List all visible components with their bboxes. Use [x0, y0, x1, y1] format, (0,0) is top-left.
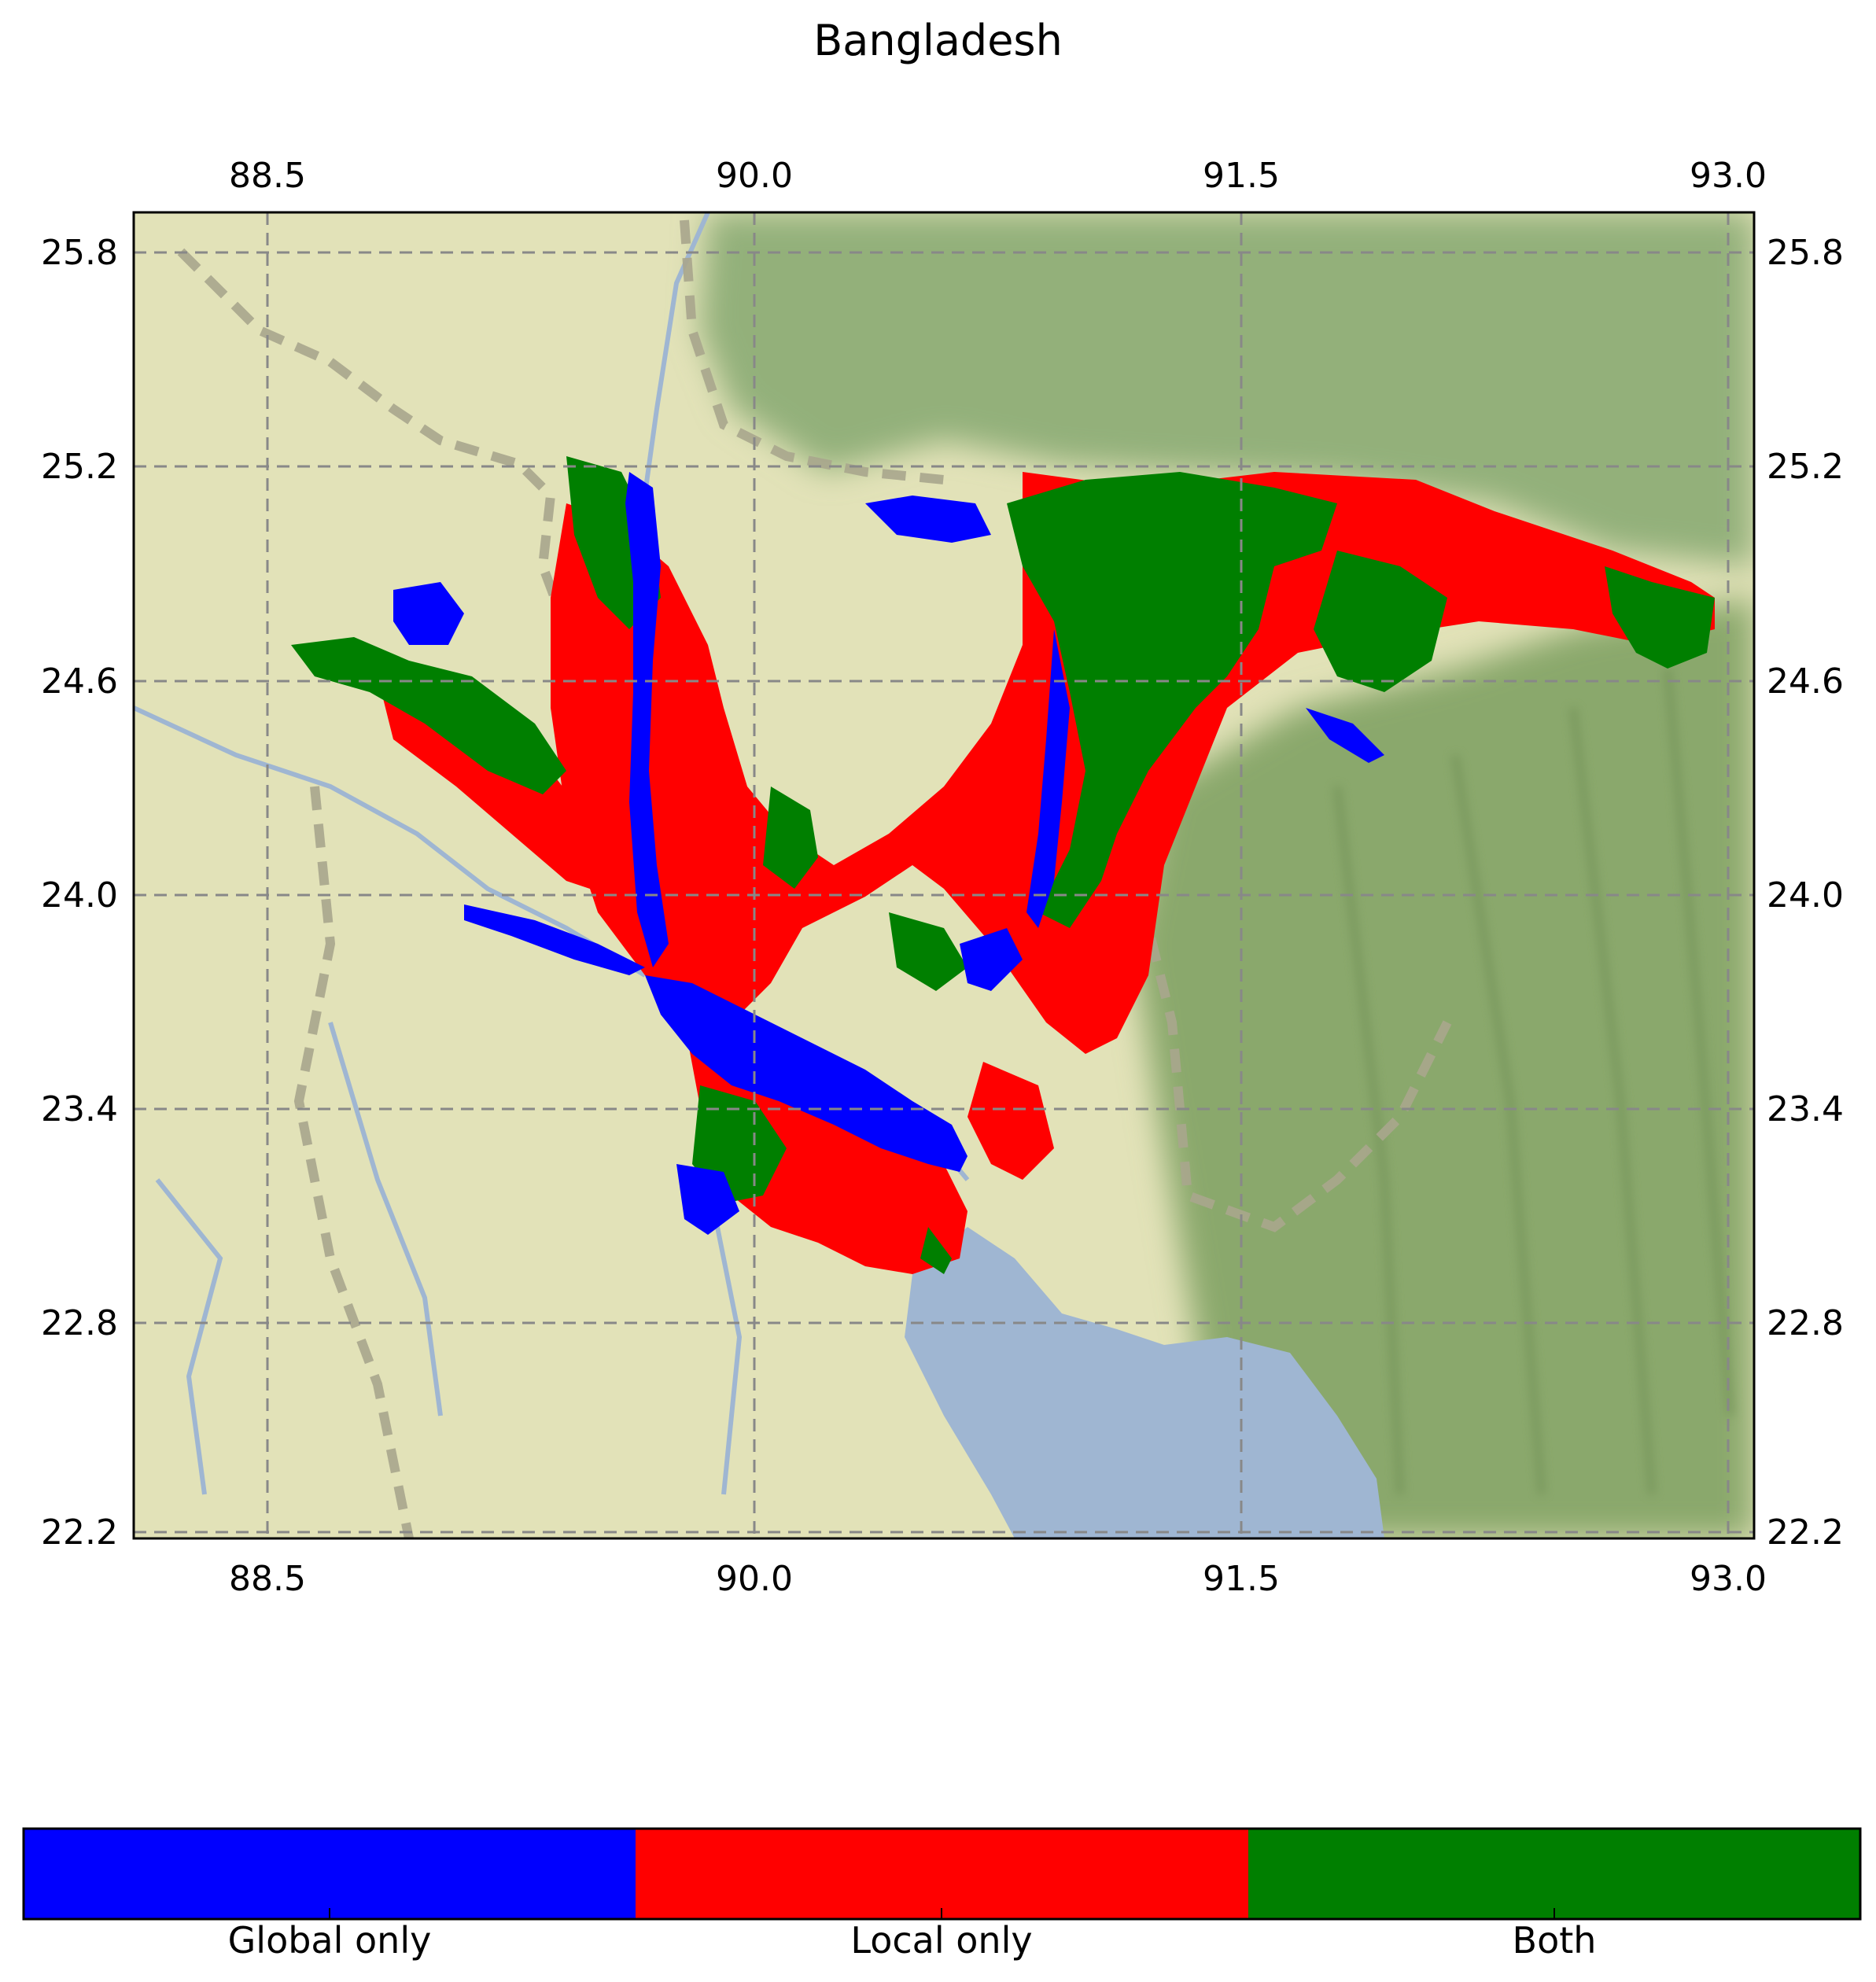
- both-layer: [291, 456, 1715, 1274]
- bay-water: [905, 1227, 1384, 1538]
- gridlines: [134, 212, 1754, 1538]
- colorbar-segment-both: [1248, 1829, 1860, 1919]
- eastern-ridges: [1333, 668, 1734, 1495]
- lat-tick-label: 22.2: [41, 1512, 118, 1553]
- lon-tick-label: 93.0: [1690, 1559, 1767, 1599]
- flood-overlay: [291, 456, 1715, 1274]
- lon-ticks-top: 88.5 90.0 91.5 93.0: [229, 156, 1767, 196]
- lon-tick-label: 91.5: [1203, 156, 1280, 196]
- lon-tick-label: 91.5: [1203, 1559, 1280, 1599]
- lat-tick-label: 24.0: [1767, 875, 1844, 915]
- map-title: Bangladesh: [813, 16, 1063, 65]
- lat-ticks-right: 25.8 25.2 24.6 24.0 23.4 22.8 22.2: [1767, 233, 1844, 1553]
- lat-tick-label: 22.8: [1767, 1303, 1844, 1343]
- lat-tick-label: 24.6: [41, 661, 118, 702]
- lat-ticks-left: 25.8 25.2 24.6 24.0 23.4 22.8 22.2: [41, 233, 118, 1553]
- global-only-layer: [393, 472, 1384, 1235]
- lat-tick-label: 24.0: [41, 875, 118, 915]
- lon-ticks-bottom: 88.5 90.0 91.5 93.0: [229, 1559, 1767, 1599]
- lon-tick-label: 88.5: [229, 1559, 306, 1599]
- colorbar: [22, 1827, 1862, 1921]
- lat-tick-label: 22.8: [41, 1303, 118, 1343]
- legend-label-local: Local only: [850, 1919, 1033, 1962]
- lat-tick-label: 22.2: [1767, 1512, 1844, 1553]
- lat-tick-label: 24.6: [1767, 661, 1844, 702]
- colorbar-segment-local: [636, 1829, 1248, 1919]
- map-frame: [132, 211, 1756, 1540]
- eastern-hills: [1133, 598, 1754, 1538]
- lat-tick-label: 23.4: [1767, 1089, 1844, 1129]
- legend-label-global: Global only: [227, 1919, 432, 1962]
- legend-label-both: Both: [1512, 1919, 1597, 1962]
- lat-tick-label: 25.8: [1767, 233, 1844, 273]
- colorbar-segment-global: [24, 1829, 636, 1919]
- lat-tick-label: 25.8: [41, 233, 118, 273]
- lat-tick-label: 25.2: [41, 447, 118, 487]
- lat-tick-label: 23.4: [41, 1089, 118, 1129]
- lon-tick-label: 90.0: [716, 156, 793, 196]
- lon-tick-label: 93.0: [1690, 156, 1767, 196]
- lat-tick-label: 25.2: [1767, 447, 1844, 487]
- lon-tick-label: 88.5: [229, 156, 306, 196]
- northern-hills: [700, 212, 1754, 566]
- lon-tick-label: 90.0: [716, 1559, 793, 1599]
